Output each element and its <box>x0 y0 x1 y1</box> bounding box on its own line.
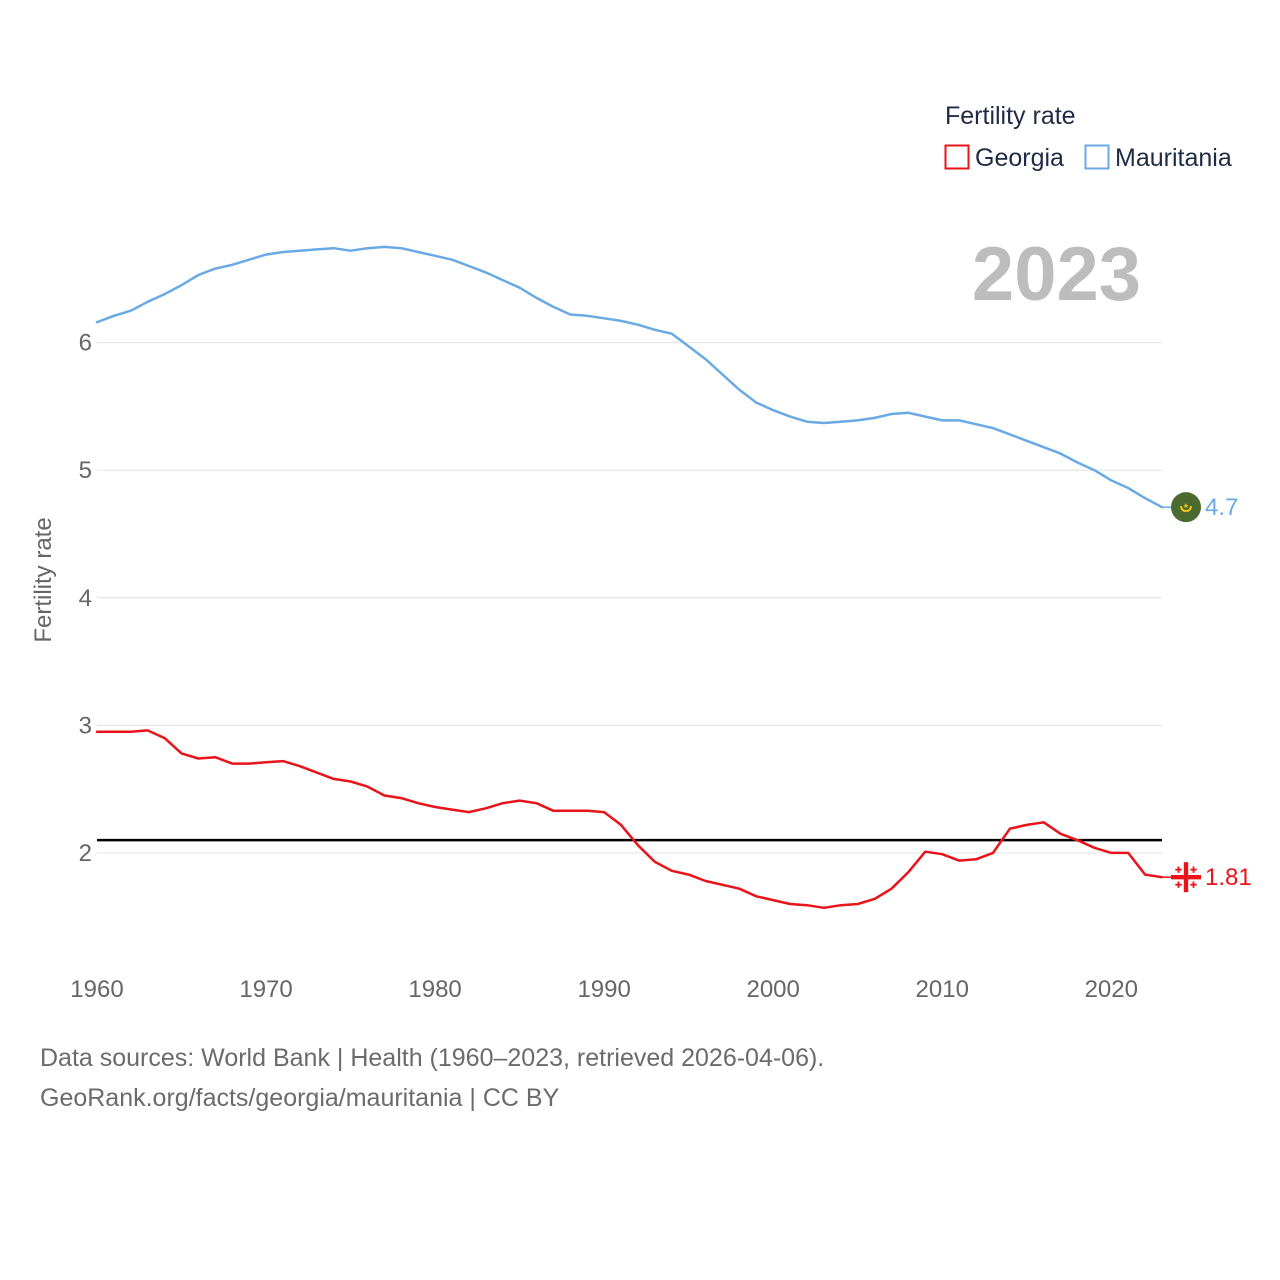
x-axis-ticks: 1960 1970 1980 1990 2000 2010 2020 <box>70 976 1138 1003</box>
y-tick-label: 6 <box>79 330 92 357</box>
legend-label-mauritania: Mauritania <box>1115 144 1232 172</box>
legend-label-georgia: Georgia <box>975 144 1064 172</box>
y-tick-label: 3 <box>79 712 92 739</box>
x-tick-label: 2020 <box>1085 976 1138 1003</box>
series-line-georgia[interactable] <box>95 729 1164 910</box>
series-line-mauritania[interactable] <box>95 245 1164 509</box>
end-value-label-mauritania: 4.7 <box>1205 494 1238 521</box>
legend-item-mauritania[interactable]: Mauritania <box>1084 144 1232 172</box>
x-tick-label: 2000 <box>746 976 799 1003</box>
legend-item-georgia[interactable]: Georgia <box>944 144 1065 172</box>
legend-swatch-mauritania <box>1084 144 1110 170</box>
x-tick-label: 2010 <box>916 976 969 1003</box>
current-year-label: 2023 <box>972 232 1141 317</box>
x-tick-label: 1960 <box>70 976 123 1003</box>
mauritania-flag-icon <box>1171 492 1201 523</box>
legend-swatch-georgia <box>944 144 970 170</box>
y-tick-label: 5 <box>79 457 92 484</box>
x-tick-label: 1990 <box>577 976 630 1003</box>
x-tick-label: 1970 <box>239 976 292 1003</box>
legend: Fertility rate Georgia Mauritania <box>944 102 1232 172</box>
x-tick-label: 1980 <box>408 976 461 1003</box>
series-lines <box>95 245 1164 910</box>
data-source-note: Data sources: World Bank | Health (1960–… <box>40 1044 825 1072</box>
legend-title: Fertility rate <box>945 102 1076 130</box>
y-tick-label: 2 <box>79 840 92 867</box>
attribution-link[interactable]: GeoRank.org/facts/georgia/mauritania | C… <box>40 1084 560 1112</box>
y-axis-ticks: 2 3 4 5 6 <box>79 330 92 867</box>
y-axis-title: Fertility rate <box>30 517 57 642</box>
y-tick-label: 4 <box>79 585 92 612</box>
georgia-flag-icon <box>1171 862 1201 893</box>
series-end-markers: 1.81 4.7 <box>1162 492 1252 893</box>
end-value-label-georgia: 1.81 <box>1205 864 1252 891</box>
gridlines <box>97 341 1162 854</box>
